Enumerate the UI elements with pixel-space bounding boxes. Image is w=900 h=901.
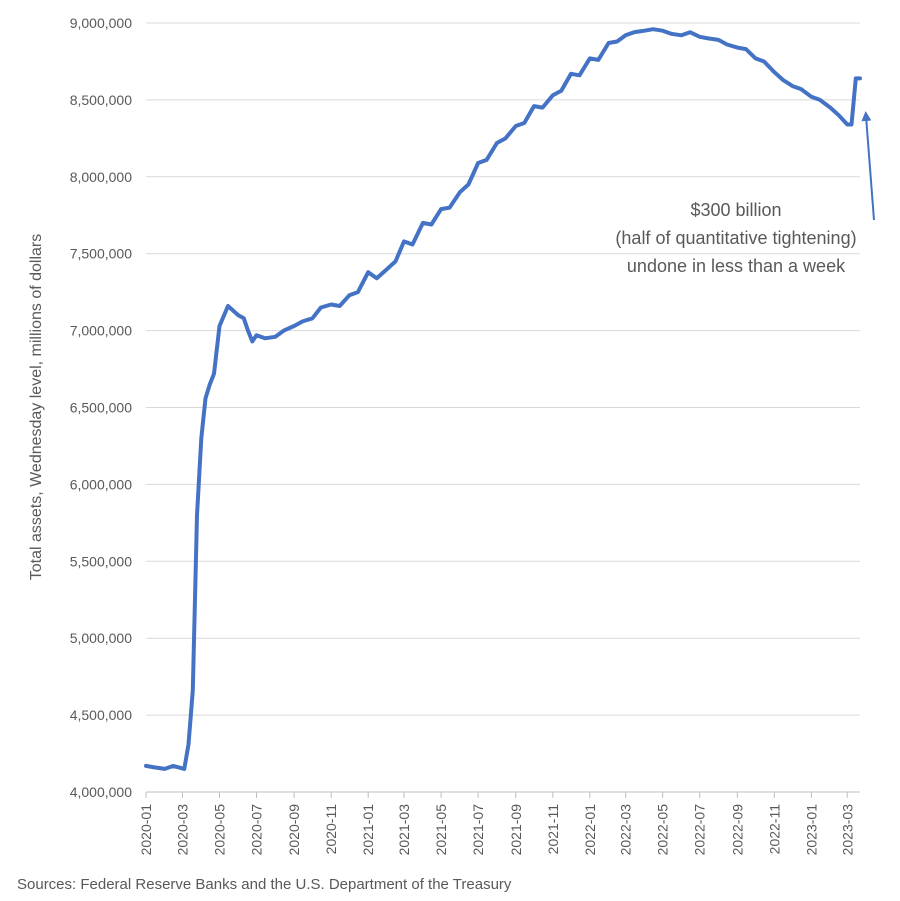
series-line [144,27,862,771]
annotation-arrow [861,111,875,221]
x-tick-label: 2022-11 [766,804,782,855]
y-tick-label: 8,000,000 [70,169,132,185]
x-tick-label: 2021-09 [508,804,524,856]
x-tick-label: 2022-05 [655,804,671,856]
x-tick-label: 2021-01 [360,804,376,856]
x-tick-label: 2022-01 [582,804,598,856]
x-tick-label: 2022-07 [692,804,708,856]
y-tick-label: 4,500,000 [70,707,132,723]
x-tick-label: 2020-11 [323,804,339,855]
series-layer [144,27,862,771]
x-tick-label: 2020-07 [249,804,265,856]
y-tick-label: 5,000,000 [70,630,132,646]
y-tick-label: 8,500,000 [70,92,132,108]
x-tick-label: 2020-01 [138,804,154,856]
x-tick-label: 2021-11 [545,804,561,855]
x-tick-label: 2020-09 [286,804,302,856]
annotation-line-1: $300 billion [690,200,781,220]
y-tick-label: 5,500,000 [70,553,132,569]
y-tick-label: 9,000,000 [70,15,132,31]
annotation: $300 billion (half of quantitative tight… [615,111,875,276]
x-tick-label: 2021-05 [433,804,449,856]
annotation-line-2: (half of quantitative tightening) [615,228,856,248]
y-tick-label: 7,000,000 [70,323,132,339]
x-tick-label: 2021-07 [470,804,486,856]
x-tick-label: 2020-03 [174,804,190,856]
y-tick-label: 4,000,000 [70,784,132,800]
y-tick-label: 6,500,000 [70,400,132,416]
gridlines [146,22,860,793]
y-axis-ticks: 4,000,000 4,500,000 5,000,000 5,500,000 6,00… [70,15,132,800]
x-tick-label: 2022-03 [618,804,634,856]
x-tick-label: 2022-09 [729,804,745,856]
x-tick-label: 2023-03 [839,804,855,856]
y-axis-title: Total assets, Wednesday level, millions … [28,234,45,581]
source-note: Sources: Federal Reserve Banks and the U… [17,876,512,893]
x-tick-label: 2020-05 [211,804,227,856]
x-axis-ticks: 2020-01 2020-03 2020-05 2020-07 2020-09 2020-… [138,792,855,855]
annotation-line-3: undone in less than a week [627,256,846,276]
x-tick-label: 2023-01 [803,804,819,856]
x-tick-label: 2021-03 [396,804,412,856]
y-tick-label: 6,000,000 [70,476,132,492]
y-tick-label: 7,500,000 [70,246,132,262]
